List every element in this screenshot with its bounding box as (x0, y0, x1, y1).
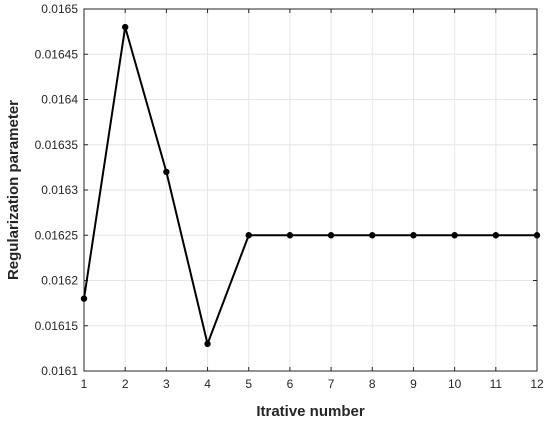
data-point (245, 232, 252, 239)
data-point (80, 295, 88, 302)
x-tick-label: 10 (448, 377, 462, 391)
x-tick-label: 8 (369, 377, 376, 391)
grid (83, 8, 538, 372)
data-point (451, 232, 458, 239)
series (80, 23, 541, 348)
y-tick-label: 0.0161 (41, 364, 78, 378)
y-tick-label: 0.01645 (35, 47, 79, 61)
y-axis-label: Regularization parameter (5, 100, 22, 280)
x-tick-label: 6 (287, 377, 294, 391)
x-tick-label: 1 (81, 377, 88, 391)
data-point (492, 232, 500, 239)
ticks: 1 2 3 4 5 6 7 8 9 10 11 120.01610.016150.01620.0162… (35, 2, 544, 391)
y-tick-label: 0.0164 (41, 93, 78, 107)
series-line (83, 26, 537, 345)
x-tick-label: 3 (163, 377, 170, 391)
y-tick-label: 0.01635 (35, 138, 79, 152)
y-tick-label: 0.0162 (41, 274, 78, 288)
y-tick-label: 0.0163 (41, 183, 78, 197)
data-point (327, 232, 335, 239)
x-tick-label: 7 (328, 377, 335, 391)
data-point (204, 340, 211, 348)
x-tick-label: 5 (245, 377, 252, 391)
data-point (533, 232, 541, 239)
y-tick-label: 0.0165 (41, 2, 78, 16)
x-tick-label: 12 (530, 377, 544, 391)
data-point (121, 23, 129, 31)
y-tick-label: 0.01625 (35, 228, 79, 242)
data-point (286, 232, 294, 239)
x-axis-label: Itrative number (256, 403, 365, 420)
data-point (410, 232, 417, 239)
x-tick-label: 9 (410, 377, 417, 391)
x-tick-label: 11 (490, 377, 503, 391)
data-point (369, 232, 376, 239)
x-tick-label: 4 (204, 377, 211, 391)
y-tick-label: 0.01615 (35, 319, 79, 333)
data-point (163, 168, 170, 176)
x-tick-label: 2 (122, 377, 129, 391)
